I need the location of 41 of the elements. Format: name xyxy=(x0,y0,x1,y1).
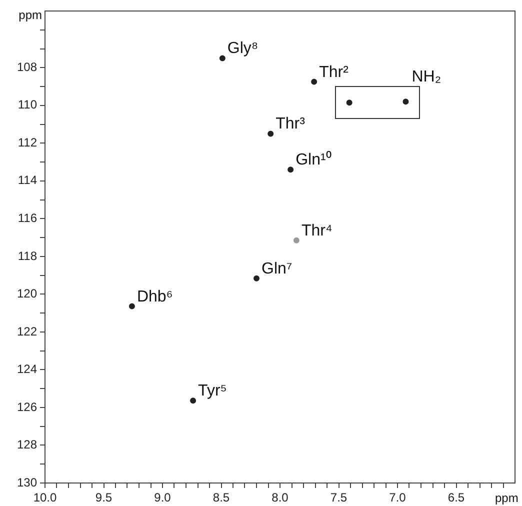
annotation: Thr³ xyxy=(276,116,306,133)
point xyxy=(288,166,294,173)
point xyxy=(128,303,135,310)
y-tick-label: 120 xyxy=(16,286,38,301)
annotation: Dhb⁶ xyxy=(136,288,173,306)
annotation: Gly⁸ xyxy=(227,40,258,58)
x-tick-label: 6.5 xyxy=(448,490,465,505)
x-tick-label: 7.5 xyxy=(330,490,348,505)
point xyxy=(254,275,260,282)
x-tick-label: 9.5 xyxy=(95,490,112,505)
y-tick-label: 126 xyxy=(16,400,38,414)
annotation: Thr² xyxy=(319,64,350,81)
point xyxy=(346,100,352,106)
x-tick-label: 7.0 xyxy=(389,490,406,505)
y-tick-label: 112 xyxy=(18,135,38,150)
point xyxy=(311,78,318,85)
point xyxy=(190,398,196,404)
point xyxy=(293,237,300,244)
y-axis-title: ppm xyxy=(18,8,42,22)
annotation: Tyr⁵ xyxy=(198,382,227,400)
x-tick-label: 8.0 xyxy=(272,490,289,505)
y-tick-label: 110 xyxy=(18,98,38,112)
point xyxy=(402,98,409,105)
y-tick-label: 130 xyxy=(16,475,38,490)
y-tick-label: 124 xyxy=(16,362,38,376)
x-axis-title: ppm xyxy=(495,491,518,505)
annotation: Gln⁷ xyxy=(262,260,292,278)
y-tick-label: 118 xyxy=(18,248,38,263)
point xyxy=(268,130,274,137)
y-tick-label: 128 xyxy=(16,438,38,452)
x-tick-label: 10.0 xyxy=(33,490,57,505)
x-tick-label: 8.5 xyxy=(212,490,230,505)
annotation: Gln¹⁰ xyxy=(296,150,332,169)
y-tick-label: 116 xyxy=(18,210,38,225)
x-tick-label: 9.0 xyxy=(154,490,172,505)
y-tick-label: 114 xyxy=(18,173,38,188)
annotation: NH₂ xyxy=(412,68,442,86)
point xyxy=(219,55,226,62)
y-tick-label: 122 xyxy=(16,324,38,338)
annotation: Thr⁴ xyxy=(301,222,332,240)
y-tick-label: 108 xyxy=(16,60,38,74)
